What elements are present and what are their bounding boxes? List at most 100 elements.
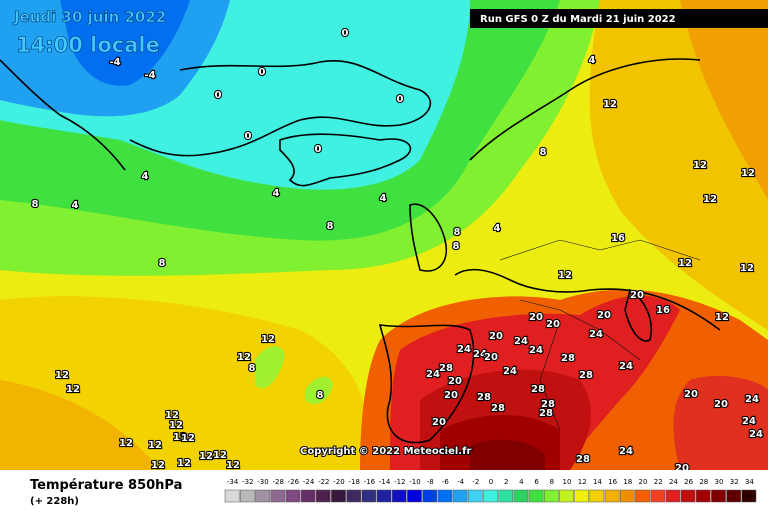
contour-label: 28 — [561, 353, 575, 364]
scale-swatch — [239, 489, 255, 503]
scale-swatch — [528, 489, 544, 503]
contour-label: 4 — [589, 55, 596, 66]
scale-label: -20 — [333, 478, 344, 486]
scale-swatch — [711, 489, 726, 503]
contour-label: 12 — [678, 258, 692, 269]
scale-swatch — [331, 489, 346, 503]
contour-label: 20 — [630, 290, 644, 301]
contour-label: 12 — [181, 433, 195, 444]
contour-label: 12 — [169, 420, 183, 431]
contour-label: 0 — [342, 28, 349, 39]
scale-swatch — [285, 489, 301, 503]
scale-label: 12 — [578, 478, 587, 486]
contour-label: 8 — [453, 241, 460, 252]
scale-swatch — [376, 489, 392, 503]
scale-label: -14 — [379, 478, 391, 486]
contour-label: 16 — [611, 233, 625, 244]
scale-swatch — [695, 489, 711, 503]
scale-swatch — [452, 489, 468, 503]
scale-swatch — [619, 489, 635, 503]
scale-swatch — [665, 489, 681, 503]
scale-swatch — [270, 489, 286, 503]
contour-label: 28 — [491, 403, 505, 414]
scale-swatch — [315, 489, 331, 503]
scale-label: 20 — [639, 478, 648, 486]
scale-label: -32 — [242, 478, 253, 486]
contour-label: 20 — [529, 312, 543, 323]
scale-swatch — [300, 489, 316, 503]
scale-swatch — [513, 489, 529, 503]
scale-label: 28 — [699, 478, 708, 486]
scale-label: -4 — [457, 478, 465, 486]
copyright: Copyright © 2022 Meteociel.fr — [300, 446, 471, 457]
scale-swatch — [346, 489, 362, 503]
contour-label: 28 — [539, 408, 553, 419]
contour-label: 24 — [745, 394, 759, 405]
contour-label: 12 — [693, 160, 707, 171]
run-info: Run GFS 0 Z du Mardi 21 juin 2022 — [480, 14, 676, 25]
contour-label: 28 — [439, 363, 453, 374]
contour-label: 24 — [473, 349, 487, 360]
scale-label: -34 — [227, 478, 239, 486]
contour-label: 8 — [540, 147, 547, 158]
scale-swatch — [467, 489, 483, 503]
contour-label: 12 — [261, 334, 275, 345]
color-scale: -34 -32 -30 -28 -26 -24 -22 -20 -18 -16 -14 -12 -10-… — [224, 478, 757, 503]
contour-label: 20 — [546, 319, 560, 330]
scale-swatch — [574, 489, 590, 503]
contour-label: -4 — [144, 70, 155, 81]
scale-label: 32 — [730, 478, 739, 486]
scale-swatch — [391, 489, 407, 503]
contour-label: 28 — [541, 399, 555, 410]
contour-label: 0 — [397, 94, 404, 105]
contour-label: 4 — [72, 200, 79, 211]
scale-label: -22 — [318, 478, 329, 486]
scale-swatch — [604, 489, 620, 503]
contour-label: 24 — [457, 344, 471, 355]
scale-swatch — [543, 489, 559, 503]
contour-label: 24 — [619, 361, 633, 372]
scale-label: 2 — [504, 478, 508, 486]
scale-swatch — [422, 489, 438, 503]
scale-swatch — [559, 489, 574, 503]
contour-label: 12 — [715, 312, 729, 323]
scale-swatch — [255, 489, 270, 503]
scale-swatch — [437, 489, 453, 503]
contour-label: 8 — [32, 199, 39, 210]
scale-label: 4 — [519, 478, 524, 486]
contour-label: 24 — [503, 366, 517, 377]
contour-label: 0 — [315, 144, 322, 155]
contour-label: -4 — [109, 57, 120, 68]
contour-label: 24 — [619, 446, 633, 457]
scale-swatch — [726, 489, 742, 503]
scale-label: -26 — [288, 478, 300, 486]
contour-label: 4 — [142, 171, 149, 182]
scale-swatch — [589, 489, 605, 503]
forecast-date: Jeudi 30 juin 2022 — [13, 8, 166, 26]
scale-label: 18 — [623, 478, 632, 486]
contour-label: 20 — [714, 399, 728, 410]
contour-label: 28 — [531, 384, 545, 395]
contour-label: 8 — [159, 258, 166, 269]
forecast-time: 14:00 locale — [16, 33, 160, 57]
contour-label: 12 — [151, 460, 165, 471]
scale-label: 16 — [608, 478, 617, 486]
contour-label: 0 — [215, 90, 222, 101]
contour-label: 20 — [448, 376, 462, 387]
scale-swatch — [635, 489, 650, 503]
scale-swatch — [224, 489, 240, 503]
contour-label: 24 — [589, 329, 603, 340]
contour-label: 24 — [426, 369, 440, 380]
contour-label: 16 — [656, 305, 670, 316]
scale-label: -8 — [427, 478, 434, 486]
contour-label: 28 — [576, 454, 590, 465]
contour-label: 0 — [259, 67, 266, 78]
contour-label: 24 — [529, 345, 543, 356]
scale-label: -2 — [472, 478, 479, 486]
scale-label: 6 — [534, 478, 539, 486]
scale-swatch — [741, 489, 757, 503]
scale-label: 10 — [563, 478, 572, 486]
contour-label: 24 — [749, 429, 763, 440]
contour-label: 12 — [741, 168, 755, 179]
contour-label: 8 — [249, 363, 256, 374]
